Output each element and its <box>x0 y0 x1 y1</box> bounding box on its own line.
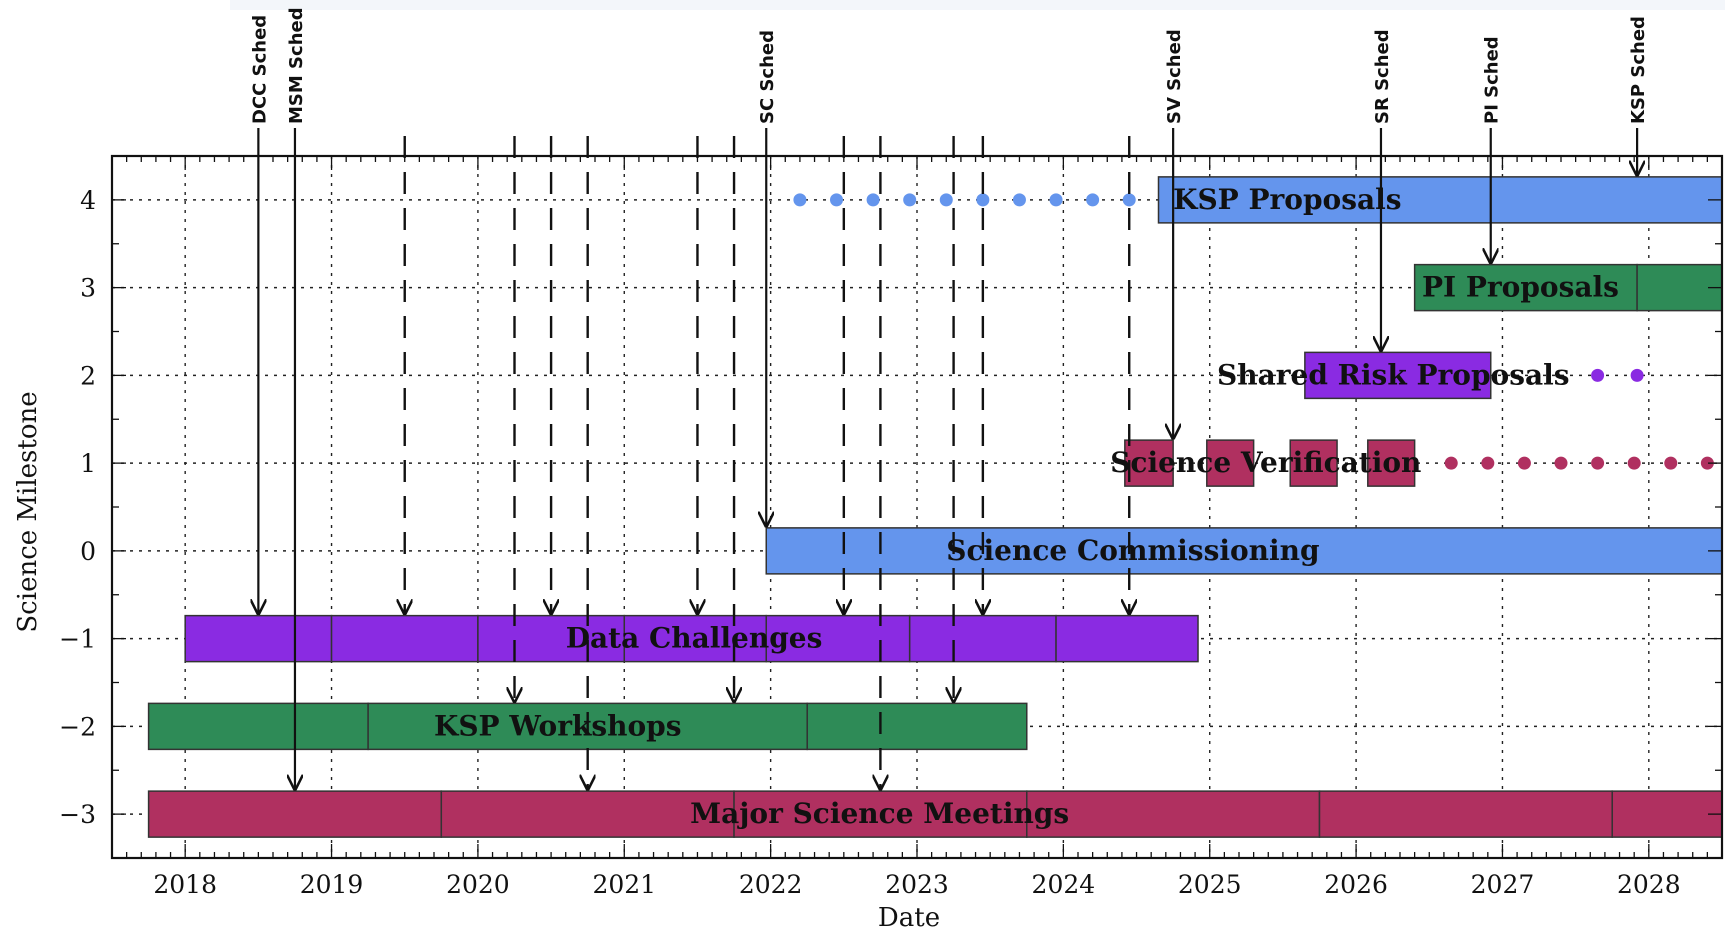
arrows: DCC Sched MSM Sched SC Sched SV Sched SR Sch… <box>249 7 1649 789</box>
milestone-bar <box>1367 439 1416 487</box>
bars <box>147 176 1723 838</box>
milestone-dot <box>1664 456 1678 470</box>
grid <box>112 156 1722 858</box>
milestone-dot <box>1481 456 1495 470</box>
schedule-label: DCC Sched <box>249 15 270 124</box>
x-tick-label: 2022 <box>739 870 803 899</box>
x-tick-label: 2024 <box>1032 870 1096 899</box>
milestone-dot <box>1630 368 1644 382</box>
milestone-dot <box>1049 193 1063 207</box>
milestone-bar <box>147 702 369 751</box>
milestone-bar <box>330 614 479 663</box>
dots <box>793 193 1714 470</box>
schedule-label: KSP Sched <box>1628 16 1649 124</box>
bar-labels: KSP Proposals PI Proposals Shared Risk Pro… <box>434 183 1619 830</box>
milestone-dot <box>830 193 843 207</box>
milestone-dot <box>793 193 807 207</box>
milestone-bar <box>1157 176 1723 224</box>
schedule-label: SV Sched <box>1164 29 1185 124</box>
schedule-label: SR Sched <box>1372 29 1393 124</box>
schedule-label: SC Sched <box>757 30 778 124</box>
bar-label: Data Challenges <box>566 622 823 655</box>
schedule-label: MSM Sched <box>286 7 307 124</box>
bar-label: Major Science Meetings <box>690 797 1069 830</box>
milestone-dot <box>1591 368 1605 382</box>
milestone-dot <box>1591 456 1605 470</box>
milestone-bar <box>1636 263 1723 312</box>
schedule-label: PI Sched <box>1482 36 1503 124</box>
milestone-bar <box>1611 790 1723 838</box>
bar-label: KSP Workshops <box>434 709 682 742</box>
x-tick-label: 2027 <box>1471 870 1535 899</box>
milestone-bar <box>765 614 911 663</box>
milestone-bar <box>806 702 1028 751</box>
y-tick-label: 1 <box>80 449 96 478</box>
y-tick-label: −3 <box>59 800 96 829</box>
x-tick-label: 2028 <box>1617 870 1681 899</box>
y-tick-label: 2 <box>80 361 96 390</box>
x-tick-label: 2023 <box>885 870 949 899</box>
milestone-bar <box>1304 351 1492 400</box>
milestone-dot <box>1700 456 1714 470</box>
axes: 2018 2019 2020 2021 2022 2023 2024 2025 2026 2027… <box>59 154 1724 899</box>
milestone-dot <box>1086 193 1100 207</box>
bar-label: PI Proposals <box>1422 271 1619 304</box>
milestone-bar <box>1055 614 1199 663</box>
y-tick-label: −1 <box>59 625 96 654</box>
x-tick-label: 2025 <box>1178 870 1242 899</box>
y-tick-label: −2 <box>59 712 96 741</box>
x-tick-label: 2018 <box>153 870 217 899</box>
y-tick-label: 3 <box>80 274 96 303</box>
x-axis-title: Date <box>878 903 940 933</box>
milestone-bar <box>184 614 333 663</box>
milestone-bar <box>765 527 1723 575</box>
y-axis-title: Science Milestone <box>13 391 43 632</box>
milestone-bar <box>733 790 1028 838</box>
top-strip <box>230 0 1725 10</box>
milestone-bar <box>1289 439 1338 487</box>
milestone-dot <box>1627 456 1641 470</box>
bar-label: Science Verification <box>1110 446 1421 479</box>
milestone-bar <box>1124 439 1174 487</box>
x-tick-label: 2026 <box>1324 870 1388 899</box>
y-tick-label: 4 <box>80 186 96 215</box>
milestone-dot <box>1012 193 1026 207</box>
milestone-bar <box>908 614 1057 663</box>
milestone-bar <box>1026 790 1321 838</box>
milestone-bar <box>1318 790 1613 838</box>
y-tick-label: 0 <box>80 537 96 566</box>
milestone-bar <box>147 790 443 838</box>
bar-label: KSP Proposals <box>1173 183 1401 216</box>
milestone-dot <box>1517 456 1531 470</box>
x-tick-label: 2021 <box>592 870 656 899</box>
bar-label: Shared Risk Proposals <box>1217 358 1569 391</box>
milestone-bar <box>623 614 767 663</box>
x-tick-label: 2020 <box>446 870 510 899</box>
milestone-dot <box>939 193 953 207</box>
milestone-dot <box>1554 456 1568 470</box>
milestone-dot <box>866 193 880 207</box>
milestone-dot <box>1444 456 1458 470</box>
milestone-dot <box>1122 193 1136 207</box>
bar-label: Science Commissioning <box>946 534 1319 567</box>
milestone-bar <box>1206 439 1255 487</box>
milestone-bar <box>440 790 735 838</box>
milestone-dot <box>903 193 917 207</box>
milestone-dot <box>976 193 990 207</box>
x-tick-label: 2019 <box>300 870 364 899</box>
